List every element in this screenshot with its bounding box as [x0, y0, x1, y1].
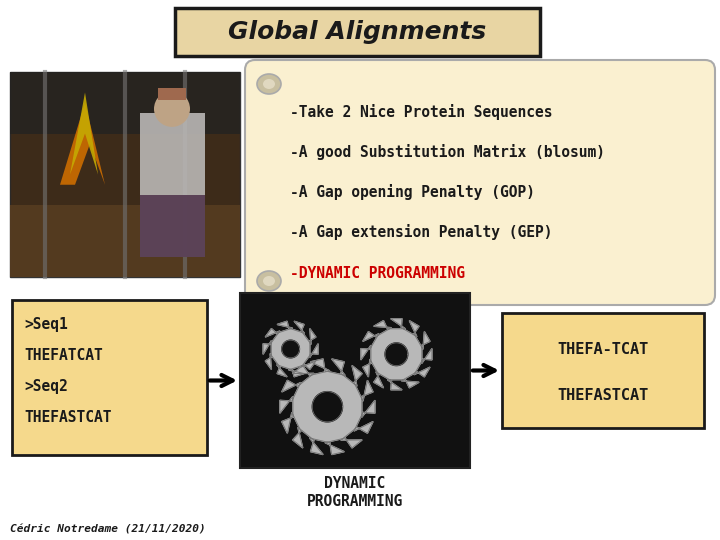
Text: -Take 2 Nice Protein Sequences: -Take 2 Nice Protein Sequences: [290, 104, 552, 120]
Polygon shape: [361, 319, 432, 390]
Text: -A Gap opening Penalty (GOP): -A Gap opening Penalty (GOP): [290, 184, 535, 200]
Bar: [240, 293, 470, 468]
Polygon shape: [263, 321, 318, 377]
Text: -A good Substitution Matrix (blosum): -A good Substitution Matrix (blosum): [290, 144, 605, 160]
Text: -A Gap extension Penalty (GEP): -A Gap extension Penalty (GEP): [290, 224, 552, 240]
Bar: [158, 89, 186, 100]
Bar: [140, 195, 205, 256]
Bar: [10, 205, 240, 277]
Text: Global Alignments: Global Alignments: [228, 20, 487, 44]
Text: Cédric Notredame (21/11/2020): Cédric Notredame (21/11/2020): [10, 524, 206, 534]
Bar: [10, 72, 240, 133]
Text: DYNAMIC: DYNAMIC: [325, 476, 386, 491]
Bar: [10, 72, 240, 277]
Polygon shape: [60, 103, 105, 185]
Ellipse shape: [257, 74, 281, 94]
FancyBboxPatch shape: [175, 8, 540, 56]
FancyBboxPatch shape: [245, 60, 715, 305]
FancyBboxPatch shape: [12, 300, 207, 455]
Text: PROGRAMMING: PROGRAMMING: [307, 494, 403, 509]
Text: THEFATCAT: THEFATCAT: [24, 348, 103, 363]
Polygon shape: [70, 92, 98, 174]
Text: >Seq2: >Seq2: [24, 379, 68, 394]
Bar: [10, 72, 240, 277]
Text: -DYNAMIC PROGRAMMING: -DYNAMIC PROGRAMMING: [290, 267, 465, 281]
Text: >Seq1: >Seq1: [24, 318, 68, 332]
Polygon shape: [282, 340, 300, 358]
Bar: [140, 113, 205, 256]
Circle shape: [154, 91, 190, 127]
Polygon shape: [385, 343, 408, 366]
Text: THEFASTCAT: THEFASTCAT: [24, 410, 112, 426]
FancyBboxPatch shape: [502, 313, 704, 428]
Ellipse shape: [263, 276, 275, 286]
Polygon shape: [280, 359, 375, 455]
Polygon shape: [312, 392, 343, 422]
Text: THEFASTCAT: THEFASTCAT: [557, 388, 649, 403]
Text: THEFA-TCAT: THEFA-TCAT: [557, 342, 649, 357]
Ellipse shape: [257, 271, 281, 291]
Ellipse shape: [263, 79, 275, 89]
